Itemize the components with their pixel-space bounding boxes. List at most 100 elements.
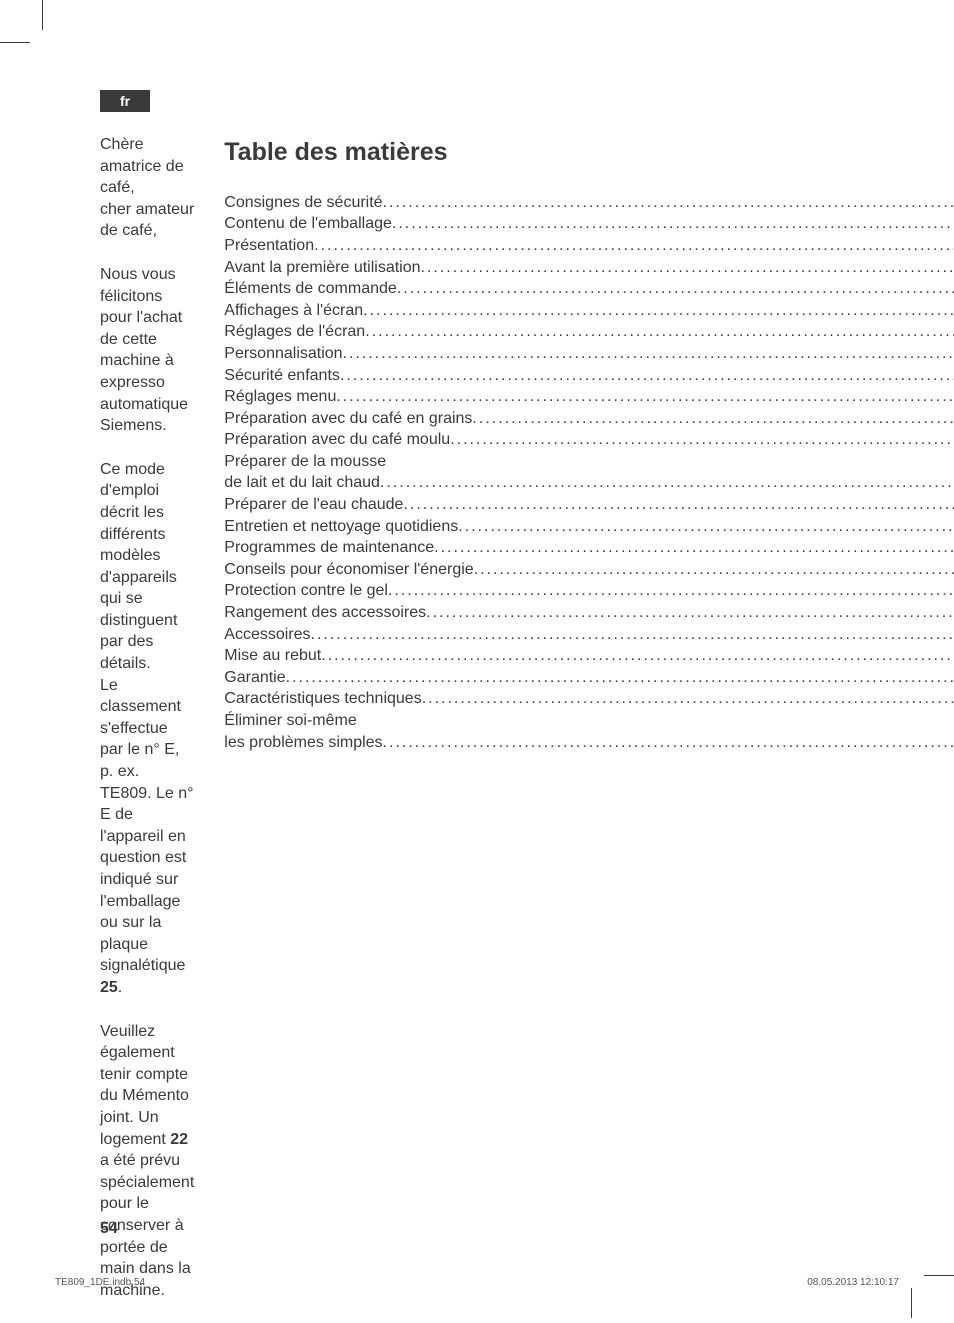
toc-entry: Garantie77	[224, 667, 954, 689]
toc-entry: Programmes de maintenance72	[224, 537, 954, 559]
toc-entry: Préparer de la moussede lait et du lait …	[224, 451, 954, 494]
memento-paragraph: Veuillez également tenir compte du Mémen…	[100, 1021, 194, 1302]
text: Le classement s'effectue par le n° E, p.…	[100, 677, 194, 975]
toc-leader-dots	[380, 472, 954, 494]
toc-label: Contenu de l'emballage	[224, 213, 392, 235]
text: Ce mode d'emploi décrit les différents m…	[100, 461, 177, 672]
content-columns: Chère amatrice de café, cher amateur de …	[100, 134, 864, 1323]
toc-entry: Préparation avec du café en grains67	[224, 408, 954, 430]
toc-leader-dots	[286, 667, 954, 689]
toc-label: Entretien et nettoyage quotidiens	[224, 516, 458, 538]
toc-row: de lait et du lait chaud69	[224, 472, 954, 494]
greeting-line: cher amateur de café,	[100, 199, 194, 242]
toc-leader-dots	[383, 192, 954, 214]
toc-label: Garantie	[224, 667, 285, 689]
toc-entry: Présentation56	[224, 235, 954, 257]
toc-entry: Conseils pour économiser l'énergie76	[224, 559, 954, 581]
toc-label: Affichages à l'écran	[224, 300, 363, 322]
toc-entry: Personnalisation62	[224, 343, 954, 365]
crop-mark	[911, 1288, 912, 1318]
model-paragraph: Ce mode d'emploi décrit les différents m…	[100, 459, 194, 999]
document-page: fr Chère amatrice de café, cher amateur …	[0, 0, 954, 1318]
toc-leader-dots	[340, 365, 954, 387]
intro-paragraph: Nous vous félicitons pour l'achat de cet…	[100, 264, 194, 437]
toc-label: Accessoires	[224, 624, 310, 646]
toc-entry: Protection contre le gel76	[224, 580, 954, 602]
toc-leader-dots	[388, 580, 954, 602]
toc-label: Protection contre le gel	[224, 580, 388, 602]
toc-label: Personnalisation	[224, 343, 342, 365]
toc-entry: Affichages à l'écran60	[224, 300, 954, 322]
bold-ref: 22	[170, 1131, 188, 1148]
toc-label: Préparer de la mousse	[224, 451, 954, 473]
toc-entry: Mise au rebut77	[224, 645, 954, 667]
toc-title: Table des matières	[224, 136, 954, 170]
toc-leader-dots	[403, 494, 954, 516]
toc-leader-dots	[397, 278, 954, 300]
toc-leader-dots	[450, 429, 954, 451]
toc-leader-dots	[474, 559, 954, 581]
toc-leader-dots	[383, 732, 954, 754]
toc-leader-dots	[458, 516, 954, 538]
toc-label: Éléments de commande	[224, 278, 397, 300]
toc-label: Présentation	[224, 235, 314, 257]
toc-entry: Accessoires77	[224, 624, 954, 646]
bold-ref: 25	[100, 979, 118, 996]
toc-label: Conseils pour économiser l'énergie	[224, 559, 473, 581]
toc-label: Préparation avec du café en grains	[224, 408, 472, 430]
crop-mark	[42, 0, 43, 30]
toc-leader-dots	[434, 537, 954, 559]
toc-label: Réglages menu	[224, 386, 336, 408]
toc-label: Préparer de l'eau chaude	[224, 494, 403, 516]
toc-list: Consignes de sécurité55Contenu de l'emba…	[224, 192, 954, 753]
toc-entry: Préparer de l'eau chaude69	[224, 494, 954, 516]
toc-entry: Préparation avec du café moulu68	[224, 429, 954, 451]
toc-label-cont: de lait et du lait chaud	[224, 472, 380, 494]
footer-timestamp: 08.05.2013 12:10:17	[807, 1277, 899, 1288]
greeting-block: Chère amatrice de café, cher amateur de …	[100, 134, 194, 242]
toc-leader-dots	[365, 321, 954, 343]
toc-label: Rangement des accessoires	[224, 602, 426, 624]
footer-filename: TE809_1DE.indb 54	[55, 1277, 145, 1288]
text: Veuillez également tenir compte du Mémen…	[100, 1023, 189, 1148]
toc-entry: Rangement des accessoires76	[224, 602, 954, 624]
toc-leader-dots	[392, 213, 954, 235]
toc-entry: Réglages de l'écran61	[224, 321, 954, 343]
toc-label: Avant la première utilisation	[224, 257, 420, 279]
language-badge: fr	[100, 90, 150, 112]
toc-entry: Caractéristiques techniques77	[224, 688, 954, 710]
toc-leader-dots	[343, 343, 954, 365]
toc-entry: Consignes de sécurité55	[224, 192, 954, 214]
toc-entry: Éliminer soi-mêmeles problèmes simples78	[224, 710, 954, 753]
toc-label: Éliminer soi-même	[224, 710, 954, 732]
toc-label: Caractéristiques techniques	[224, 688, 421, 710]
toc-entry: Contenu de l'emballage56	[224, 213, 954, 235]
toc-entry: Éléments de commande58	[224, 278, 954, 300]
text: .	[118, 979, 122, 996]
toc-label: Programmes de maintenance	[224, 537, 434, 559]
toc-leader-dots	[311, 624, 954, 646]
toc-entry: Sécurité enfants64	[224, 365, 954, 387]
toc-leader-dots	[426, 602, 954, 624]
toc-label: Mise au rebut	[224, 645, 321, 667]
toc-entry: Entretien et nettoyage quotidiens70	[224, 516, 954, 538]
toc-label-cont: les problèmes simples	[224, 732, 382, 754]
toc-leader-dots	[421, 257, 954, 279]
toc-row: les problèmes simples78	[224, 732, 954, 754]
left-column: Chère amatrice de café, cher amateur de …	[100, 134, 194, 1323]
toc-leader-dots	[422, 688, 954, 710]
toc-label: Consignes de sécurité	[224, 192, 382, 214]
toc-entry: Réglages menu64	[224, 386, 954, 408]
page-number: 54	[100, 1220, 118, 1238]
toc-leader-dots	[363, 300, 954, 322]
crop-mark	[0, 42, 30, 43]
toc-label: Réglages de l'écran	[224, 321, 365, 343]
crop-mark	[924, 1275, 954, 1276]
greeting-line: Chère amatrice de café,	[100, 134, 194, 199]
toc-label: Sécurité enfants	[224, 365, 340, 387]
toc-entry: Avant la première utilisation57	[224, 257, 954, 279]
toc-label: Préparation avec du café moulu	[224, 429, 450, 451]
right-column: Table des matières Consignes de sécurité…	[224, 134, 954, 1323]
toc-leader-dots	[472, 408, 954, 430]
toc-leader-dots	[336, 386, 954, 408]
